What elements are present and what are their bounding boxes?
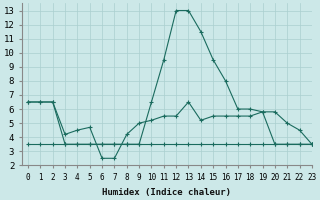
X-axis label: Humidex (Indice chaleur): Humidex (Indice chaleur) <box>102 188 231 197</box>
